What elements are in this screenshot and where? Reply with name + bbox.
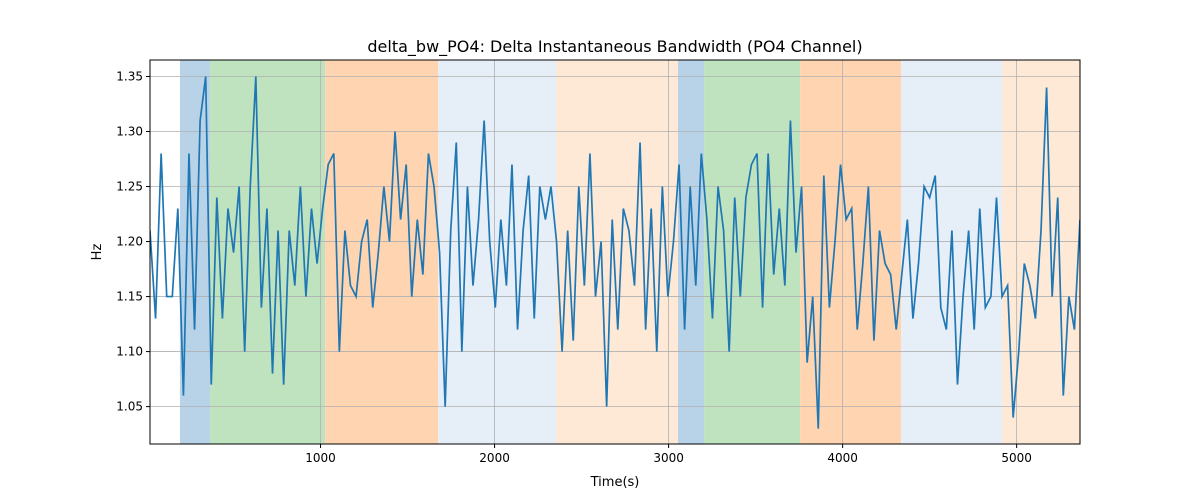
- y-axis-label: Hz: [90, 244, 105, 261]
- x-axis-label: Time(s): [590, 475, 640, 490]
- x-tick-label: 3000: [653, 451, 684, 465]
- shaded-span: [901, 60, 1003, 444]
- shaded-span: [210, 60, 326, 444]
- y-tick-label: 1.20: [116, 235, 143, 249]
- y-tick-label: 1.15: [116, 290, 143, 304]
- shaded-span: [179, 60, 211, 444]
- y-tick-label: 1.05: [116, 400, 143, 414]
- data-line: [150, 76, 1080, 429]
- y-tick-label: 1.25: [116, 180, 143, 194]
- shaded-span: [704, 60, 801, 444]
- x-tick-label: 5000: [1001, 451, 1032, 465]
- x-tick-label: 4000: [827, 451, 858, 465]
- y-tick-label: 1.30: [116, 125, 143, 139]
- shaded-span: [800, 60, 902, 444]
- x-tick-label: 2000: [479, 451, 510, 465]
- shaded-span: [1002, 60, 1080, 444]
- plot-frame: [149, 59, 1081, 445]
- chart-title: delta_bw_PO4: Delta Instantaneous Bandwi…: [367, 37, 862, 57]
- y-tick-label: 1.10: [116, 345, 143, 359]
- shaded-span: [438, 60, 557, 444]
- y-tick-label: 1.35: [116, 70, 143, 84]
- x-tick-label: 1000: [305, 451, 336, 465]
